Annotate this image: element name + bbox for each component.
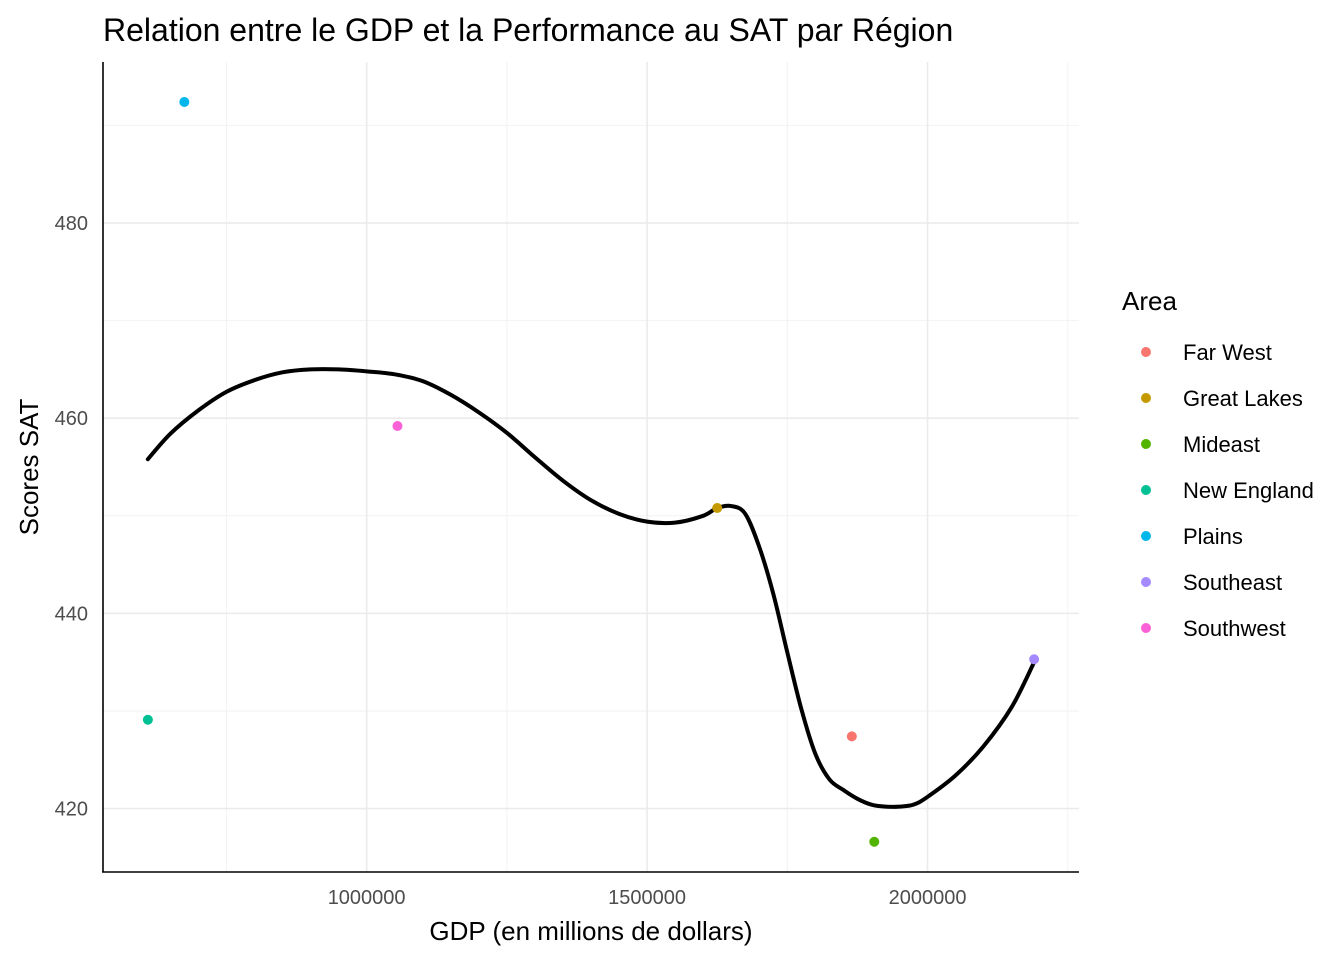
- data-point-plains: [179, 97, 190, 108]
- legend-label: Far West: [1183, 340, 1272, 365]
- legend-label: Great Lakes: [1183, 386, 1303, 411]
- data-point-great-lakes: [712, 502, 723, 513]
- legend: Area Far West Great Lakes Mideast New Engla…: [1122, 286, 1314, 641]
- data-point-new-england: [142, 714, 153, 725]
- legend-key-southeast: [1141, 577, 1151, 587]
- tick-labels: 1000000 1500000 2000000 420 440 460 480: [55, 213, 967, 909]
- x-tick-label: 2000000: [889, 887, 967, 909]
- legend-label: Southwest: [1183, 616, 1286, 641]
- data-point-southeast: [1029, 654, 1040, 665]
- data-point-far-west: [846, 731, 857, 742]
- x-tick-label: 1000000: [328, 887, 406, 909]
- legend-label: Mideast: [1183, 432, 1260, 457]
- y-tick-label: 480: [55, 213, 88, 235]
- legend-key-plains: [1141, 531, 1151, 541]
- y-axis-title: Scores SAT: [14, 398, 44, 535]
- x-axis-title: GDP (en millions de dollars): [429, 916, 752, 946]
- data-point-mideast: [869, 836, 880, 847]
- y-tick-label: 420: [55, 799, 88, 821]
- smooth-trend-line: [145, 367, 1037, 809]
- y-tick-label: 440: [55, 603, 88, 625]
- legend-key-new-england: [1141, 485, 1151, 495]
- y-tick-label: 460: [55, 408, 88, 430]
- legend-label: Southeast: [1183, 570, 1282, 595]
- data-point-southwest: [392, 421, 403, 432]
- grid: [103, 62, 1079, 872]
- legend-key-mideast: [1141, 439, 1151, 449]
- legend-title: Area: [1122, 286, 1177, 316]
- legend-key-great-lakes: [1141, 393, 1151, 403]
- x-tick-label: 1500000: [608, 887, 686, 909]
- chart-title: Relation entre le GDP et la Performance …: [103, 12, 953, 48]
- legend-key-southwest: [1141, 623, 1151, 633]
- axes: [102, 62, 1079, 873]
- legend-items: Far West Great Lakes Mideast New England Pla…: [1141, 340, 1314, 641]
- legend-label: New England: [1183, 478, 1314, 503]
- legend-key-far-west: [1141, 347, 1151, 357]
- data-points: [142, 97, 1040, 847]
- legend-label: Plains: [1183, 524, 1243, 549]
